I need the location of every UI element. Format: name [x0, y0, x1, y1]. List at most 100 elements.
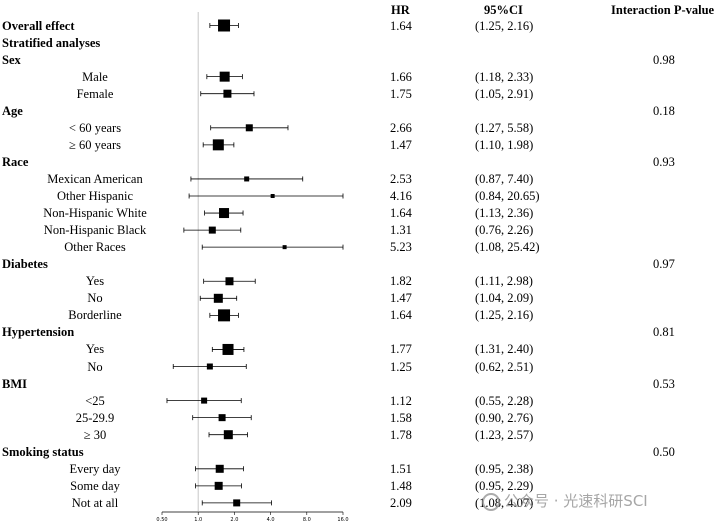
ci-value: (0.90, 2.76)	[475, 410, 534, 425]
hr-value: 2.09	[390, 495, 412, 510]
watermark: 公众号 · 光速科研SCI	[482, 490, 648, 511]
ci-value: (1.11, 2.98)	[475, 274, 533, 289]
ci-value: (1.18, 2.33)	[475, 69, 534, 84]
ci-column-header: 95%CI	[484, 3, 523, 17]
hr-value: 1.47	[390, 137, 412, 152]
hr-point	[270, 194, 275, 198]
hr-value: 1.64	[390, 308, 412, 323]
ci-value: (1.13, 2.36)	[475, 206, 534, 221]
subgroup-label: Non-Hispanic Black	[43, 223, 147, 238]
interaction-pvalue: 0.53	[653, 376, 675, 391]
hr-point	[219, 208, 230, 219]
ci-value: (0.87, 7.40)	[475, 171, 534, 186]
hr-point	[218, 309, 231, 322]
watermark-text: 公众号 · 光速科研SCI	[504, 492, 648, 510]
subgroup-label: Some day	[70, 478, 120, 493]
x-tick-label: 2.0	[230, 517, 238, 523]
interaction-pvalue: 0.50	[653, 444, 675, 459]
hr-point	[225, 277, 234, 286]
group-label: BMI	[2, 376, 27, 391]
interaction-pvalue: 0.98	[653, 52, 675, 67]
interaction-pvalue: 0.93	[653, 154, 675, 169]
hr-point	[201, 397, 208, 404]
hr-value: 1.77	[390, 342, 412, 357]
hr-point	[218, 414, 226, 422]
ci-value: (1.25, 2.16)	[475, 18, 534, 33]
hr-point	[208, 226, 216, 234]
subgroup-label: <25	[85, 393, 105, 408]
hr-value: 4.16	[390, 189, 412, 203]
group-label: Sex	[2, 52, 21, 67]
hr-point	[213, 293, 223, 303]
subgroup-label: Borderline	[68, 308, 122, 323]
hr-value: 1.12	[390, 393, 412, 408]
ci-value: (1.04, 2.09)	[475, 291, 534, 306]
ci-value: (0.55, 2.28)	[475, 393, 534, 408]
ci-value: (1.27, 5.58)	[475, 120, 534, 135]
hr-value: 1.25	[390, 359, 412, 374]
ci-value: (0.62, 2.51)	[475, 359, 534, 374]
hr-point	[223, 89, 232, 98]
group-label: Hypertension	[2, 325, 75, 340]
ci-value: (0.95, 2.29)	[475, 478, 534, 493]
hr-point	[212, 139, 224, 151]
ci-value: (1.23, 2.57)	[475, 427, 534, 442]
x-tick-label: 16.0	[337, 517, 348, 523]
ci-value: (1.25, 2.16)	[475, 308, 534, 323]
hr-point	[282, 245, 287, 250]
x-tick-label: 0.50	[156, 517, 167, 523]
hr-value: 1.47	[390, 291, 412, 306]
subgroup-label: < 60 years	[68, 120, 122, 135]
pvalue-column-header: Interaction P-value	[611, 3, 715, 17]
hr-value: 1.51	[390, 461, 412, 476]
subgroup-label: Female	[76, 86, 114, 101]
wechat-logo-icon	[482, 492, 500, 511]
hr-value: 1.31	[390, 223, 412, 238]
subgroup-label: ≥ 30	[83, 427, 107, 442]
hr-point	[244, 176, 250, 182]
subgroup-label: Non-Hispanic White	[43, 206, 147, 221]
hr-value: 5.23	[390, 240, 412, 255]
subgroup-label: Male	[82, 69, 108, 84]
hr-value: 1.64	[390, 206, 412, 221]
group-label: Race	[2, 154, 29, 169]
subgroup-label: No	[87, 291, 103, 306]
subgroup-label: Yes	[85, 274, 105, 289]
subgroup-label: Other Hispanic	[56, 189, 134, 203]
hr-point	[219, 71, 230, 82]
interaction-pvalue: 0.81	[653, 325, 675, 340]
ci-value: (0.95, 2.38)	[475, 461, 534, 476]
subgroup-label: Every day	[69, 461, 121, 476]
hr-value: 1.48	[390, 478, 412, 493]
ci-value: (1.08, 25.42)	[475, 240, 540, 255]
subgroup-label: Yes	[85, 342, 105, 357]
hr-value: 1.58	[390, 410, 412, 425]
hr-point	[223, 430, 233, 440]
x-tick-label: 1.0	[194, 517, 202, 523]
hr-point	[233, 499, 241, 507]
subgroup-label: ≥ 60 years	[69, 137, 121, 152]
hr-point	[214, 481, 223, 490]
hr-point	[218, 19, 231, 32]
ci-value: (0.84, 20.65)	[475, 189, 540, 203]
ci-value: (0.76, 2.26)	[475, 223, 534, 238]
hr-point	[206, 363, 213, 370]
subgroup-label: Not at all	[71, 495, 119, 510]
group-label: Smoking status	[2, 444, 84, 459]
subgroup-label: No	[87, 359, 103, 374]
hr-value: 2.66	[390, 120, 412, 135]
group-label: Stratified analyses	[2, 35, 101, 50]
group-label: Age	[2, 103, 23, 118]
subgroup-label: Other Races	[64, 240, 126, 255]
hr-point	[215, 464, 224, 473]
hr-value: 2.53	[390, 171, 412, 186]
interaction-pvalue: 0.18	[653, 103, 675, 118]
hr-column-header: HR	[391, 3, 410, 17]
group-label: Overall effect	[2, 18, 75, 33]
subgroup-label: 25-29.9	[75, 410, 115, 425]
ci-value: (1.31, 2.40)	[475, 342, 534, 357]
x-tick-label: 4.0	[267, 517, 275, 523]
hr-point	[222, 343, 234, 355]
ci-value: (1.10, 1.98)	[475, 137, 534, 152]
